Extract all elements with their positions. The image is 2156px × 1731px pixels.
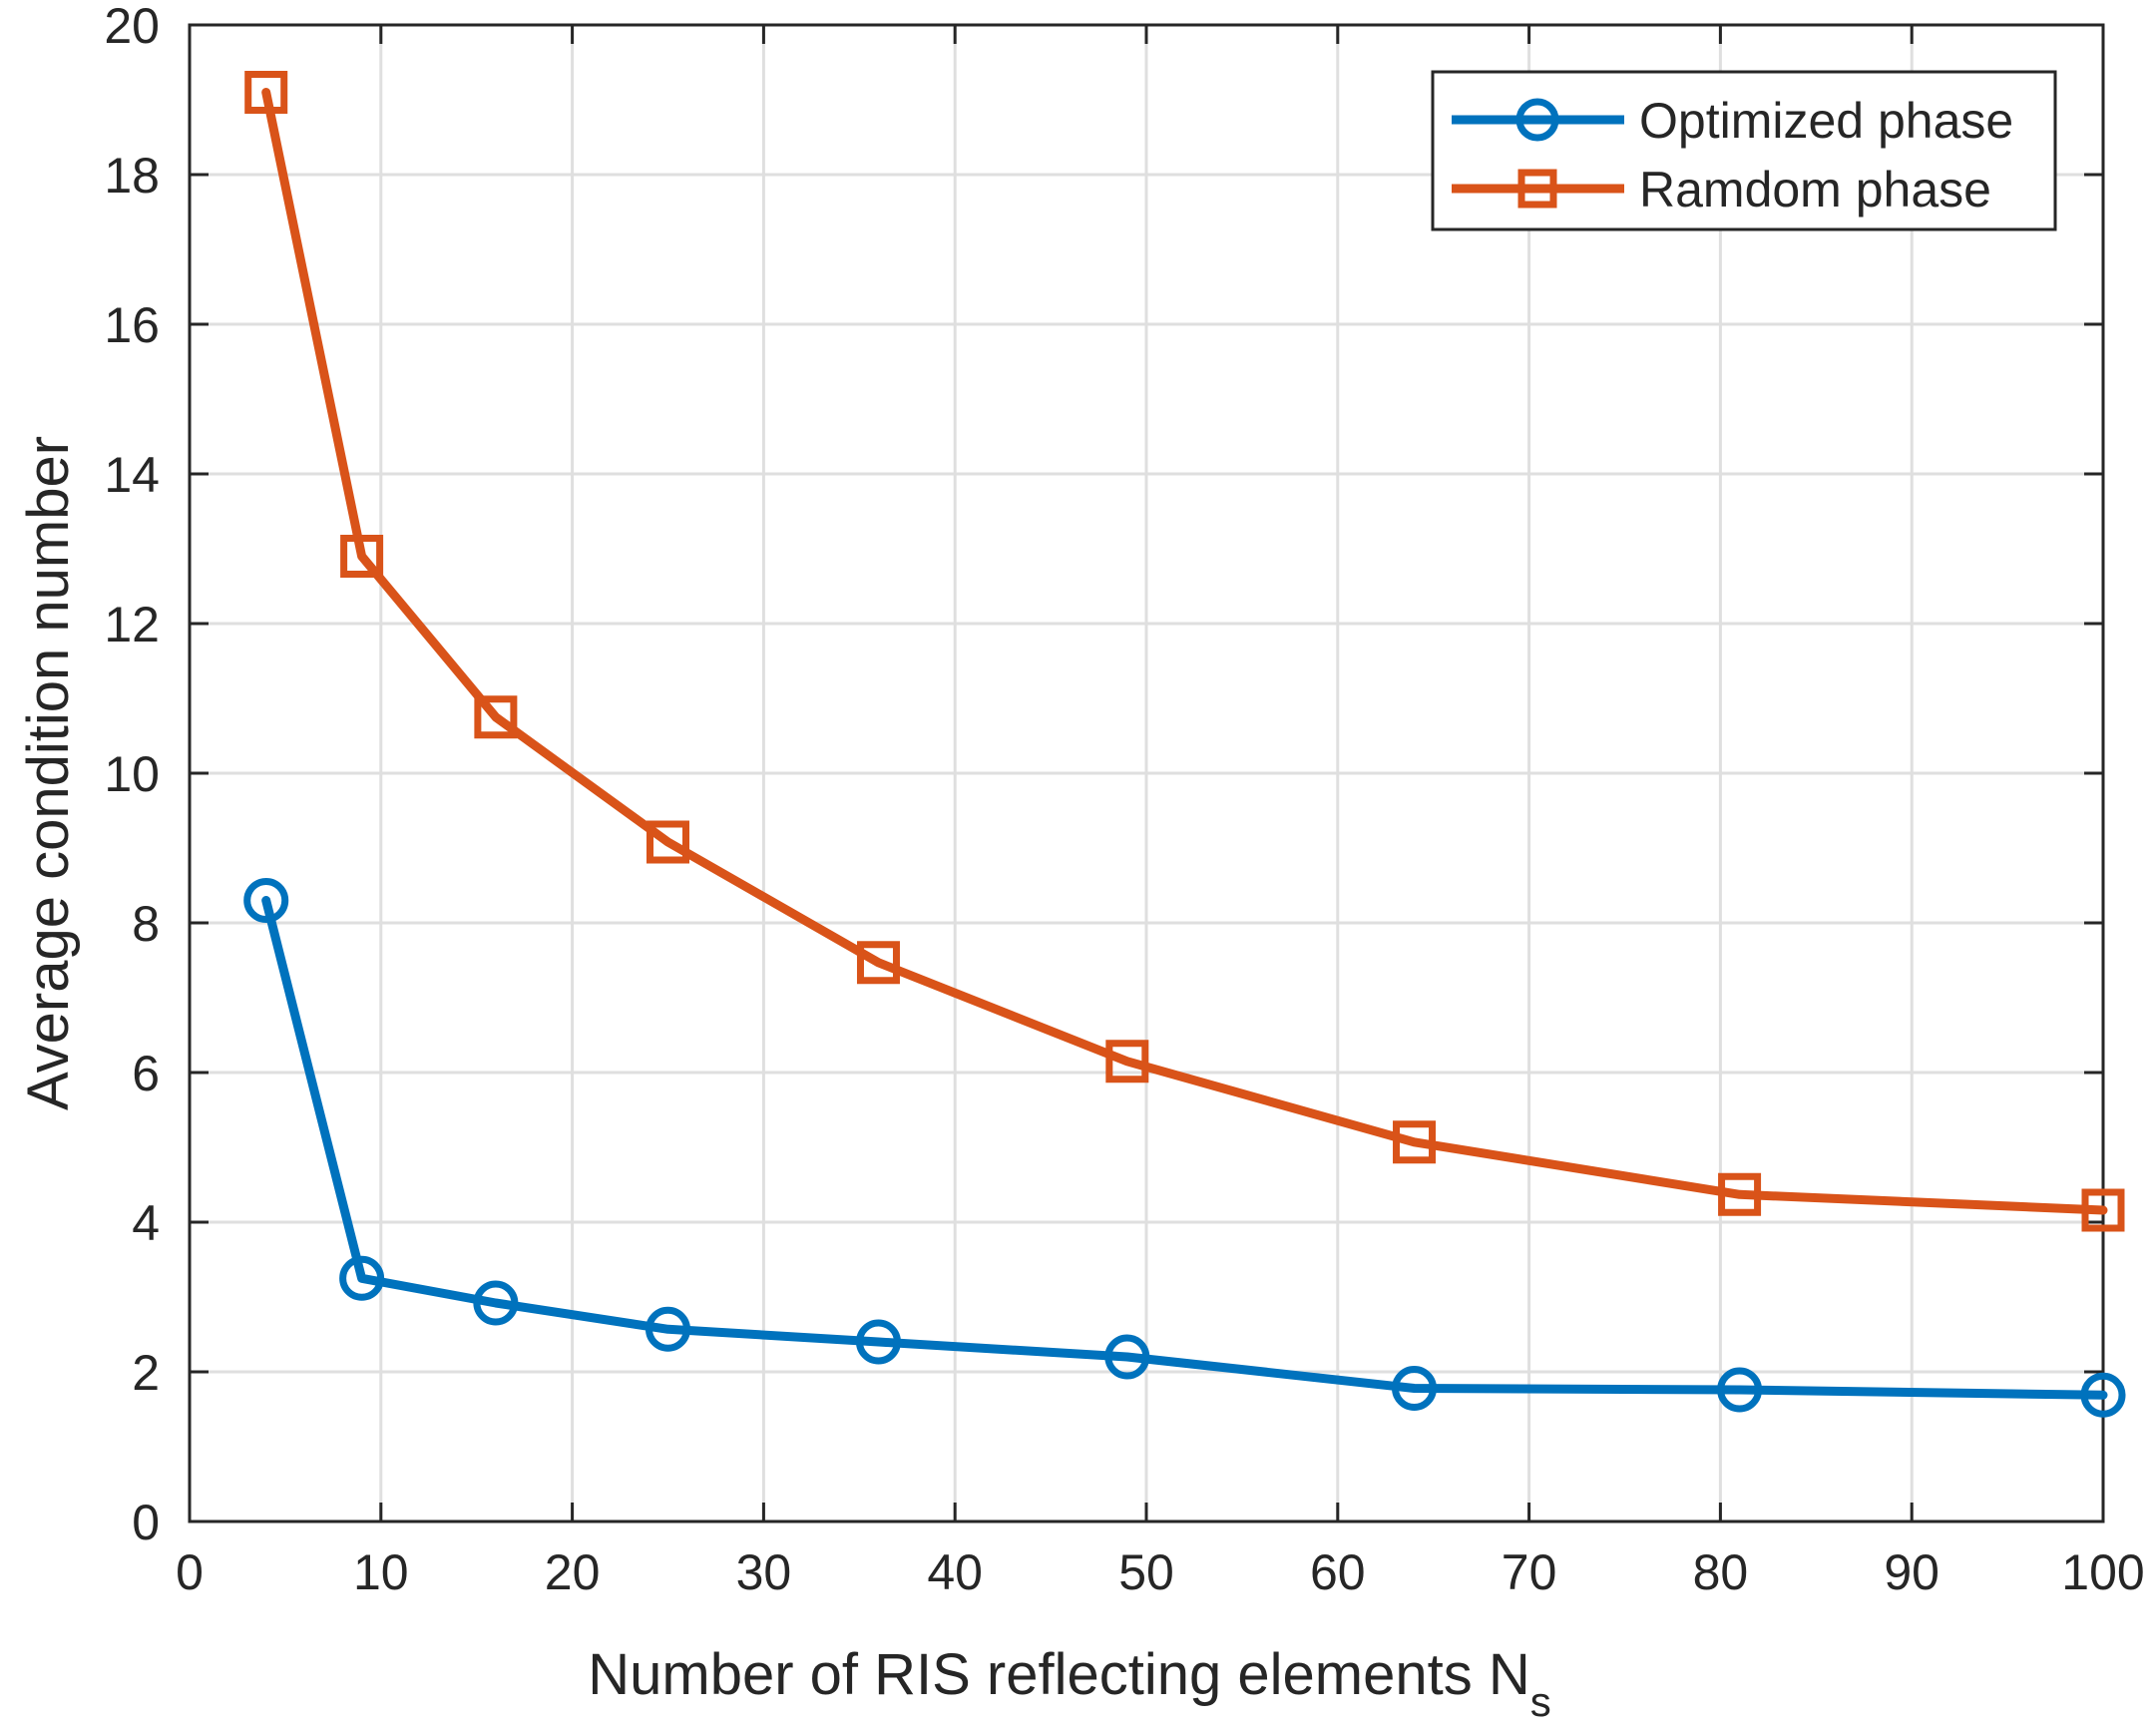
x-tick-label: 100 — [2061, 1544, 2144, 1600]
legend-label-random: Ramdom phase — [1639, 162, 1991, 217]
data-point-optimized — [1104, 1334, 1150, 1380]
y-tick-label: 14 — [104, 447, 160, 503]
x-tick-label: 90 — [1884, 1544, 1940, 1600]
data-point-optimized — [646, 1306, 690, 1352]
series-layer — [243, 71, 2126, 1418]
x-tick-label: 60 — [1310, 1544, 1366, 1600]
y-tick-label: 10 — [104, 746, 160, 802]
y-tick-labels: 0 2 4 6 8 10 12 14 16 18 20 — [104, 0, 160, 1550]
x-tick-label: 30 — [736, 1544, 792, 1600]
y-tick-label: 0 — [132, 1495, 160, 1550]
data-point-optimized — [473, 1280, 519, 1326]
x-tick-label: 80 — [1693, 1544, 1749, 1600]
legend-marker-random — [1517, 169, 1557, 209]
y-tick-label: 6 — [132, 1046, 160, 1101]
y-tick-label: 18 — [104, 148, 160, 204]
x-tick-label: 10 — [353, 1544, 409, 1600]
axis-box — [188, 23, 2105, 1523]
data-point-random — [647, 820, 689, 864]
x-axis-label-main: Number of RIS reflecting elements N — [588, 1642, 1529, 1707]
data-point-random — [1105, 1040, 1149, 1083]
legend: Optimized phase Ramdom phase — [1431, 70, 2057, 231]
data-point-optimized — [339, 1255, 385, 1301]
x-axis-label-subscript: s — [1530, 1678, 1551, 1725]
legend-label-optimized: Optimized phase — [1639, 93, 2013, 149]
data-point-optimized — [243, 878, 289, 923]
y-tick-label: 4 — [132, 1195, 160, 1251]
data-point-optimized — [1392, 1366, 1438, 1411]
data-point-optimized — [1717, 1367, 1763, 1413]
data-point-random — [1718, 1172, 1762, 1216]
y-tick-label: 16 — [104, 297, 160, 353]
y-tick-label: 20 — [104, 0, 160, 54]
data-point-random — [244, 71, 288, 114]
x-tick-label: 50 — [1118, 1544, 1174, 1600]
data-point-random — [340, 535, 384, 578]
series-line-random — [261, 88, 2108, 1215]
data-point-random — [2081, 1188, 2125, 1232]
data-point-optimized — [2080, 1372, 2126, 1418]
data-point-optimized — [855, 1319, 901, 1365]
y-tick-label: 2 — [132, 1345, 160, 1401]
x-tick-label: 40 — [927, 1544, 983, 1600]
data-point-random — [474, 695, 518, 739]
legend-marker-optimized — [1515, 98, 1559, 142]
data-point-random — [1393, 1120, 1437, 1164]
y-tick-label: 12 — [104, 597, 160, 652]
data-point-random — [856, 941, 900, 985]
x-tick-label: 0 — [176, 1544, 204, 1600]
x-tick-label: 70 — [1502, 1544, 1557, 1600]
y-tick-label: 8 — [132, 896, 160, 952]
series-line-optimized — [261, 896, 2108, 1400]
x-tick-label: 20 — [545, 1544, 601, 1600]
y-axis-label: Average condition number — [16, 436, 81, 1110]
x-axis-label: Number of RIS reflecting elements Ns — [588, 1642, 1550, 1725]
x-tick-labels: 0 10 20 30 40 50 60 70 80 90 100 — [176, 1544, 2145, 1600]
